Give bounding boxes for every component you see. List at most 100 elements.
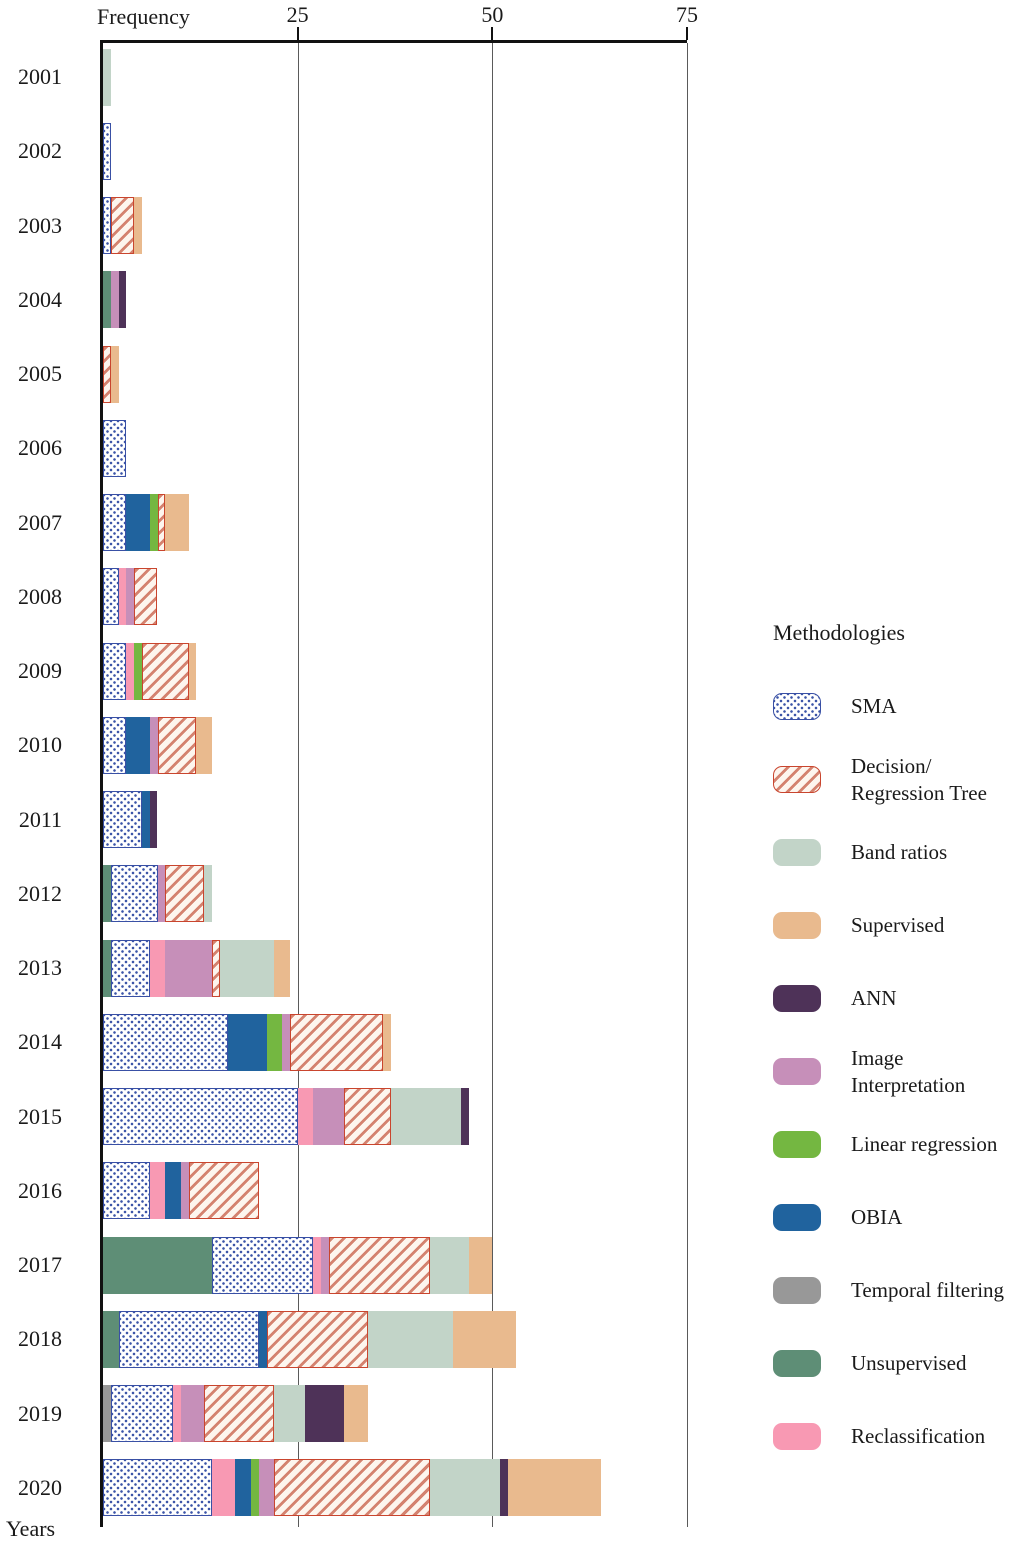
- bar-segment-ann: [118, 271, 127, 329]
- gridline: [297, 43, 299, 1527]
- bar-segment-rec: [149, 1162, 166, 1220]
- y-tick-label-2006: 2006: [18, 435, 62, 461]
- bar-segment-temp: [103, 1385, 111, 1443]
- y-tick-label-2003: 2003: [18, 212, 62, 238]
- bar-segment-unsup: [103, 939, 111, 997]
- bar-2018: [103, 1302, 687, 1376]
- y-tick-label-2015: 2015: [18, 1103, 62, 1129]
- legend: Methodologies SMA Decision/Regression Tre…: [773, 620, 1025, 1473]
- bar-segment-rec: [173, 1385, 181, 1443]
- legend-item-dt: Decision/Regression Tree: [773, 743, 1025, 816]
- y-tick-label-2001: 2001: [18, 64, 62, 90]
- x-tick-label: 75: [676, 2, 698, 27]
- bar-segment-rec: [126, 642, 135, 700]
- bar-2016: [103, 1154, 687, 1228]
- y-tick-label-2004: 2004: [18, 286, 62, 312]
- bar-segment-band: [391, 1088, 462, 1146]
- bar-segment-sma: [103, 1013, 228, 1071]
- bar-segment-dt: [204, 1385, 275, 1443]
- bar-segment-ann: [305, 1385, 345, 1443]
- bar-2010: [103, 708, 687, 782]
- gridline: [687, 43, 688, 1527]
- bar-segment-sup: [165, 494, 189, 552]
- y-tick-label-2010: 2010: [18, 732, 62, 758]
- y-axis-title: Years: [6, 1516, 56, 1541]
- bar-segment-dt: [157, 494, 166, 552]
- bar-segment-dt: [103, 345, 111, 403]
- legend-label-img: Image Interpretation: [851, 1046, 966, 1097]
- bar-segment-img: [258, 1459, 275, 1517]
- bar-segment-obia: [258, 1310, 267, 1368]
- legend-item-ann: ANN: [773, 962, 1025, 1035]
- x-tick-mark: [296, 27, 299, 40]
- bar-segment-img: [282, 1013, 290, 1071]
- bar-segment-dt: [211, 939, 220, 997]
- bar-segment-dt: [328, 1236, 430, 1294]
- bar-segment-dt: [266, 1310, 368, 1368]
- bar-segment-img: [180, 1162, 189, 1220]
- y-axis-line: [100, 40, 103, 1527]
- legend-item-sma: SMA: [773, 670, 1025, 743]
- legend-label-unsup: Unsupervised: [851, 1351, 967, 1376]
- bar-2002: [103, 114, 687, 188]
- legend-swatch-sup: [773, 912, 821, 939]
- bar-segment-sma: [103, 642, 127, 700]
- bar-segment-obia: [126, 716, 150, 774]
- bar-segment-dt: [274, 1459, 430, 1517]
- legend-label-band: Band ratios: [851, 840, 948, 865]
- bar-segment-sup: [134, 197, 142, 255]
- bar-segment-sma: [110, 1385, 174, 1443]
- bar-segment-sup: [196, 716, 212, 774]
- bar-segment-unsup: [103, 1236, 212, 1294]
- legend-swatch-lin: [773, 1131, 821, 1158]
- bar-segment-band: [367, 1310, 454, 1368]
- bar-2019: [103, 1377, 687, 1451]
- bar-segment-rec: [149, 939, 166, 997]
- legend-label-temp: Temporal filtering: [851, 1278, 1005, 1303]
- bar-segment-obia: [235, 1459, 251, 1517]
- legend-label-obia: OBIA: [851, 1205, 903, 1230]
- plot-area: [103, 40, 687, 1525]
- legend-swatch-obia: [773, 1204, 821, 1231]
- bar-segment-sma: [118, 1310, 259, 1368]
- y-tick-label-2013: 2013: [18, 955, 62, 981]
- bar-2009: [103, 634, 687, 708]
- bar-2013: [103, 931, 687, 1005]
- y-tick-label-2019: 2019: [18, 1400, 62, 1426]
- x-axis-line: [100, 40, 687, 43]
- bar-segment-band: [274, 1385, 306, 1443]
- bar-segment-sup: [188, 642, 197, 700]
- x-axis-title: Frequency: [97, 4, 190, 29]
- bar-2015: [103, 1080, 687, 1154]
- legend-label-ann: ANN: [851, 986, 897, 1011]
- bar-segment-ann: [500, 1459, 508, 1517]
- bar-segment-sup: [274, 939, 290, 997]
- bar-2017: [103, 1228, 687, 1302]
- legend-swatch-sma: [773, 693, 821, 720]
- legend-label-lin: Linear regression: [851, 1132, 998, 1157]
- y-tick-label-2012: 2012: [18, 880, 62, 906]
- bar-segment-img: [149, 716, 158, 774]
- bar-2001: [103, 40, 687, 114]
- bar-segment-unsup: [103, 1310, 119, 1368]
- bar-segment-sma: [103, 197, 111, 255]
- bar-segment-dt: [110, 197, 135, 255]
- bar-segment-img: [321, 1236, 329, 1294]
- y-tick-label-2007: 2007: [18, 509, 62, 535]
- legend-label-dt: Decision/Regression Tree: [851, 754, 987, 805]
- bar-segment-sma: [103, 791, 142, 849]
- legend-swatch-img: [773, 1058, 821, 1085]
- bar-segment-band: [219, 939, 275, 997]
- bar-segment-sma: [103, 1088, 298, 1146]
- bar-segment-sup: [344, 1385, 368, 1443]
- x-tick-mark: [686, 27, 688, 40]
- y-tick-label-2017: 2017: [18, 1252, 62, 1278]
- bar-segment-ann: [149, 791, 158, 849]
- bar-segment-sma: [103, 419, 127, 477]
- y-tick-label-2020: 2020: [18, 1474, 62, 1500]
- legend-label-sma: SMA: [851, 694, 897, 719]
- bar-segment-unsup: [103, 865, 111, 923]
- bar-2011: [103, 783, 687, 857]
- bar-segment-sup: [507, 1459, 602, 1517]
- bar-segment-dt: [188, 1162, 259, 1220]
